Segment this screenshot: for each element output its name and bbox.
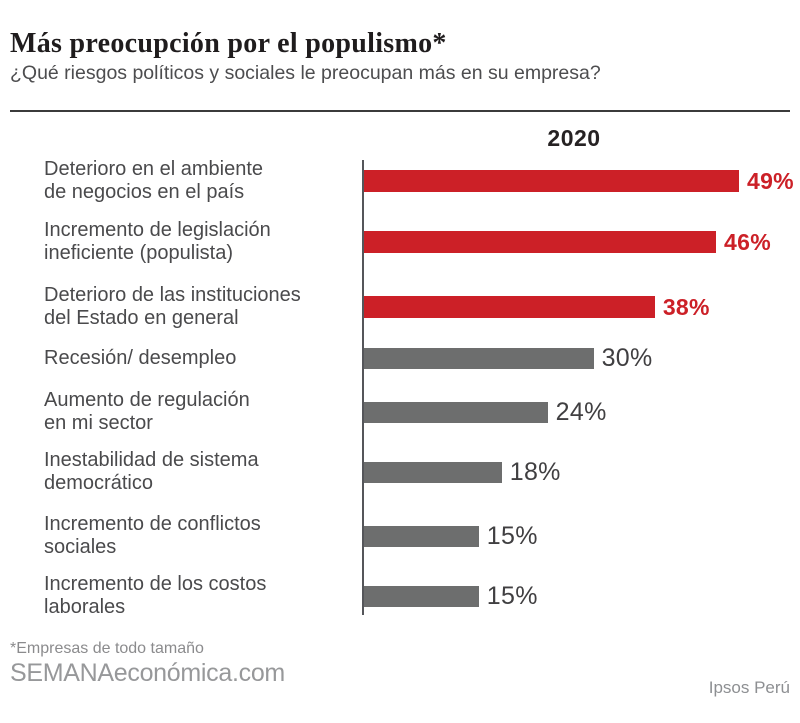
bar-value-label: 18% <box>509 457 561 486</box>
bar-value-label: 49% <box>747 167 794 194</box>
category-label: Recesión/ desempleo <box>44 346 237 369</box>
category-label: Aumento de regulación en mi sector <box>44 389 250 434</box>
bar-row: Aumento de regulación en mi sector 24% <box>44 389 794 435</box>
bar-row: Incremento de conflictos sociales 15% <box>44 513 794 559</box>
bar-value-label: 15% <box>486 521 538 550</box>
bar <box>364 231 717 253</box>
category-label: Inestabilidad de sistema democrático <box>44 449 259 494</box>
footnote: *Empresas de todo tamaño <box>10 640 204 657</box>
category-label: Incremento de los costos laborales <box>44 573 267 618</box>
bar-value-label: 15% <box>486 581 538 610</box>
category-label: Deterioro de las instituciones del Estado… <box>44 284 301 329</box>
source-label: Ipsos Perú <box>708 678 790 697</box>
bar-row: Incremento de legislación ineficiente (po… <box>44 219 794 265</box>
axis-line <box>362 160 364 615</box>
bar-row: Inestabilidad de sistema democrático 18% <box>44 449 794 495</box>
publisher-logo: SEMANAeconómica.com <box>10 659 285 687</box>
category-label: Deterioro en el ambiente de negocios en e… <box>44 158 264 203</box>
bar <box>364 401 548 423</box>
bar <box>364 585 479 607</box>
chart-title: Más preocupción por el populismo* <box>10 28 447 59</box>
bar-row: Recesión/ desempleo 30% <box>44 343 794 372</box>
bar-row: Incremento de los costos laborales 15% <box>44 573 794 619</box>
bar-value-label: 46% <box>724 228 771 255</box>
year-column-header: 2020 <box>547 125 601 151</box>
bar <box>364 170 739 192</box>
bar-value-label: 30% <box>601 343 653 372</box>
bar <box>364 461 502 483</box>
bar <box>364 347 594 369</box>
header-divider <box>10 110 790 112</box>
bar-value-label: 38% <box>662 293 710 320</box>
bar-value-label: 24% <box>555 397 607 426</box>
bar-row: Deterioro de las instituciones del Estado… <box>44 284 794 330</box>
category-label: Incremento de conflictos sociales <box>44 513 261 558</box>
bar-row: Deterioro en el ambiente de negocios en e… <box>44 158 794 204</box>
category-label: Incremento de legislación ineficiente (po… <box>44 219 271 264</box>
bar <box>364 525 479 547</box>
chart-subtitle: ¿Qué riesgos políticos y sociales le pre… <box>10 62 601 84</box>
bar <box>364 296 655 318</box>
